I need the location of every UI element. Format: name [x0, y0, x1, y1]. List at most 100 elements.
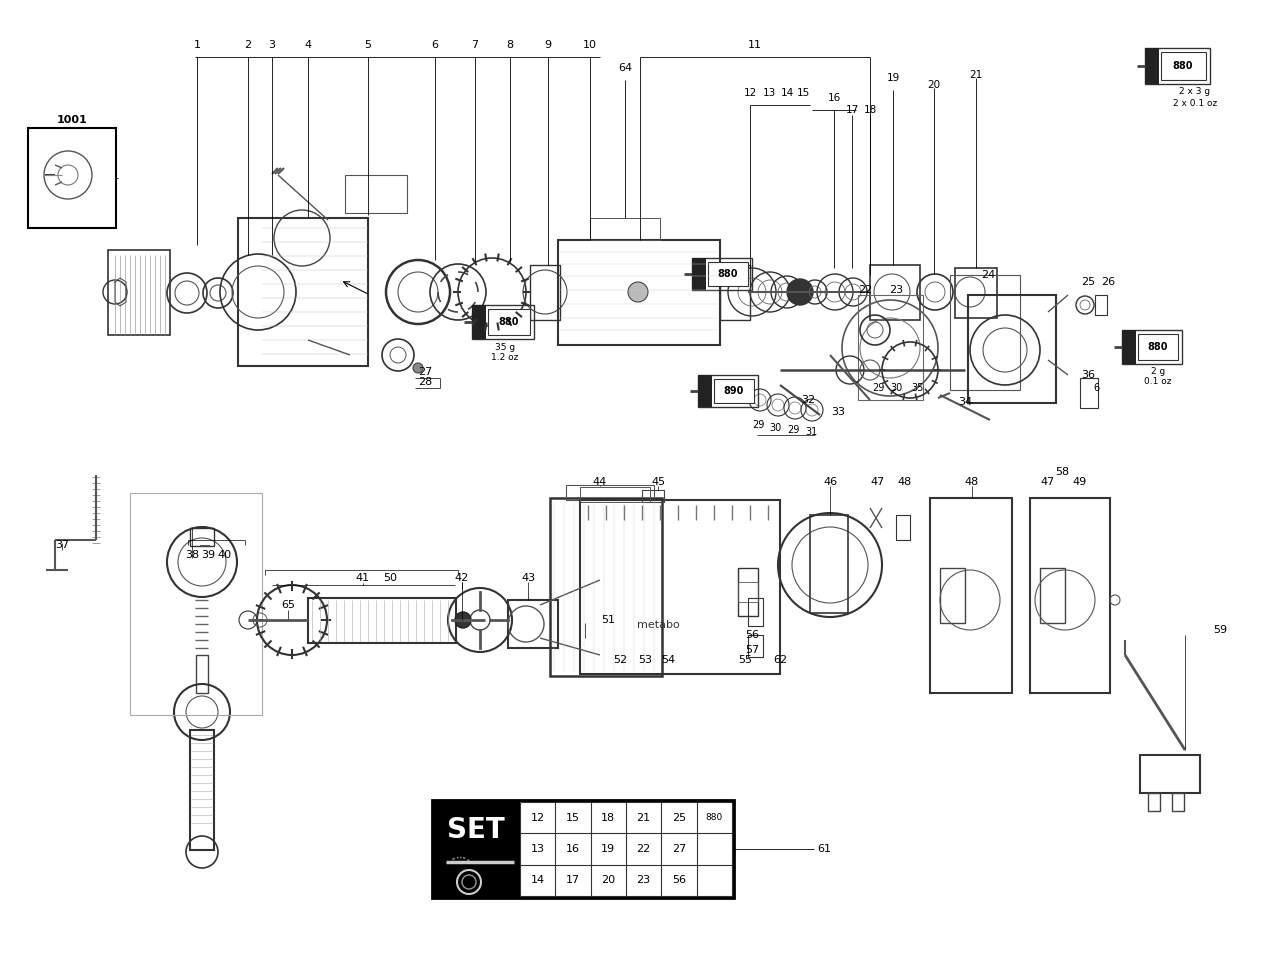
Text: 2 x 3 g: 2 x 3 g [1179, 87, 1211, 97]
Text: 13: 13 [763, 88, 776, 98]
Text: 16: 16 [827, 93, 841, 103]
Text: 28: 28 [417, 377, 433, 387]
Bar [1146, 48, 1158, 84]
Bar [1123, 330, 1137, 364]
Circle shape [787, 279, 813, 305]
Text: 64: 64 [618, 63, 632, 73]
Text: 35 g: 35 g [495, 343, 515, 351]
Bar [530, 265, 561, 320]
Text: 17: 17 [845, 105, 859, 115]
Circle shape [413, 363, 422, 373]
Text: 33: 33 [831, 407, 845, 417]
Text: 62: 62 [773, 655, 787, 665]
Bar [566, 485, 654, 500]
Text: 31: 31 [805, 427, 817, 437]
Text: 35: 35 [911, 383, 924, 393]
Bar [955, 268, 997, 318]
Bar [1146, 48, 1210, 84]
Bar [508, 600, 558, 648]
Text: 0.1 oz: 0.1 oz [1144, 377, 1171, 387]
Bar [692, 258, 707, 290]
Text: 18: 18 [864, 105, 877, 115]
Text: 4: 4 [305, 40, 311, 50]
Text: 13: 13 [531, 844, 545, 854]
Text: 1: 1 [193, 40, 201, 50]
Text: 21: 21 [636, 813, 650, 823]
Bar [692, 258, 753, 290]
Bar [748, 598, 763, 626]
Text: 22: 22 [858, 285, 872, 295]
Bar [308, 598, 456, 643]
Bar [189, 730, 214, 850]
Text: 890: 890 [723, 386, 744, 396]
Bar [1094, 295, 1107, 315]
Circle shape [628, 282, 648, 302]
Bar [950, 275, 1020, 390]
Text: 23: 23 [888, 285, 904, 295]
Text: 34: 34 [957, 397, 972, 407]
Text: 6: 6 [431, 40, 439, 50]
Bar [520, 802, 732, 896]
Bar [940, 568, 965, 623]
Bar [810, 515, 849, 613]
Bar [739, 582, 758, 602]
Text: 24: 24 [980, 270, 995, 280]
Text: 47: 47 [1041, 477, 1055, 487]
Text: 51: 51 [602, 615, 614, 625]
Text: 21: 21 [969, 70, 983, 80]
Bar [472, 305, 534, 339]
Text: 20: 20 [928, 80, 941, 90]
Text: 23: 23 [636, 876, 650, 885]
Text: 11: 11 [748, 40, 762, 50]
Text: 2 x 0.1 oz: 2 x 0.1 oz [1172, 99, 1217, 108]
Text: 39: 39 [201, 550, 215, 560]
Bar [870, 265, 920, 320]
Text: 27: 27 [417, 367, 433, 377]
Bar [1030, 498, 1110, 693]
Bar [28, 128, 116, 228]
Bar [896, 515, 910, 540]
Text: 2 g: 2 g [1151, 368, 1165, 376]
Text: 26: 26 [1101, 277, 1115, 287]
Text: 37: 37 [55, 540, 69, 550]
Bar [708, 262, 748, 286]
Bar [472, 305, 486, 339]
Text: 20: 20 [602, 876, 616, 885]
Text: 40: 40 [216, 550, 232, 560]
Text: 10: 10 [582, 40, 596, 50]
Bar [931, 498, 1012, 693]
Text: 57: 57 [745, 645, 759, 655]
Text: 30: 30 [769, 423, 781, 433]
Bar [1080, 378, 1098, 408]
Text: 45: 45 [652, 477, 666, 487]
Bar [698, 375, 758, 407]
Text: 29: 29 [751, 420, 764, 430]
Circle shape [454, 612, 471, 628]
Text: 32: 32 [801, 395, 815, 405]
Text: 15: 15 [796, 88, 810, 98]
Text: 15: 15 [566, 813, 580, 823]
Text: 880: 880 [1172, 61, 1193, 71]
Text: 1001: 1001 [56, 115, 87, 125]
Text: 880: 880 [718, 269, 739, 279]
Bar [714, 379, 754, 403]
Text: 54: 54 [660, 655, 675, 665]
Text: 58: 58 [1055, 467, 1069, 477]
Bar [346, 175, 407, 213]
Text: 53: 53 [637, 655, 652, 665]
Bar [580, 487, 650, 502]
Text: 48: 48 [897, 477, 913, 487]
Text: 19: 19 [602, 844, 616, 854]
Text: 55: 55 [739, 655, 753, 665]
Bar [748, 635, 763, 657]
Text: 65: 65 [282, 600, 294, 610]
Bar [580, 500, 780, 674]
Bar [1161, 52, 1206, 80]
Bar [488, 309, 530, 335]
Text: 16: 16 [566, 844, 580, 854]
Text: 880: 880 [1148, 342, 1169, 352]
Text: 61: 61 [817, 844, 831, 854]
Bar [1140, 755, 1201, 793]
Text: 29: 29 [872, 383, 884, 393]
Text: 25: 25 [672, 813, 686, 823]
